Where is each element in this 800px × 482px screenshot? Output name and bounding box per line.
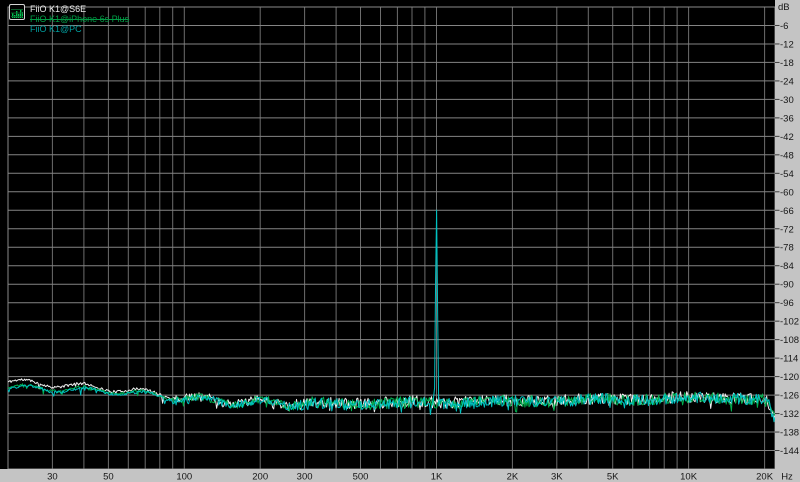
bottom-axis-panel [0, 469, 800, 482]
x-tick-label: 100 [176, 472, 192, 482]
x-tick-label: 3K [551, 472, 563, 482]
y-tick-label: -108 [780, 335, 799, 346]
spectrum-icon [11, 9, 23, 18]
y-tick-label: -84 [780, 261, 794, 272]
y-tick-label: -24 [780, 76, 794, 87]
y-tick-label: -126 [780, 391, 799, 402]
series-curves [7, 209, 775, 423]
x-tick-label: 20K [756, 472, 774, 482]
y-tick-label: -144 [780, 446, 799, 457]
legend: FiiO K1@S6E FiiO K1@iPhone 6s Plus FiiO K1… [9, 4, 129, 34]
y-tick-label: -72 [780, 224, 794, 235]
y-tick-label: -30 [780, 95, 794, 106]
x-tick-label: 30 [47, 472, 58, 482]
y-tick-label: -6 [780, 21, 788, 32]
x-tick-label: 500 [353, 472, 369, 482]
y-tick-label: -132 [780, 409, 799, 420]
y-tick-label: -120 [780, 372, 799, 383]
y-tick-label: -102 [780, 317, 799, 328]
y-tick-label: -48 [780, 150, 794, 161]
legend-items: FiiO K1@S6E FiiO K1@iPhone 6s Plus FiiO K1… [30, 4, 129, 34]
y-tick-label: -18 [780, 58, 794, 69]
x-tick-label: 2K [507, 472, 519, 482]
x-tick-label: 300 [297, 472, 313, 482]
plot-area [0, 0, 775, 469]
y-tick-label: -66 [780, 206, 794, 217]
y-tick-label: -138 [780, 428, 799, 439]
y-tick-label: -54 [780, 169, 794, 180]
spectrum-view-button[interactable] [9, 4, 25, 20]
y-axis-labels: dB -6 -12 -18 -24 -30 -36 -42 -48 -54 -60 -66 -72 -78… [775, 2, 799, 457]
y-tick-label: -90 [780, 280, 794, 291]
y-tick-label: -96 [780, 298, 794, 309]
x-tick-label: 5K [607, 472, 619, 482]
legend-item-1[interactable]: FiiO K1@iPhone 6s Plus [30, 14, 130, 24]
y-tick-label: -60 [780, 187, 794, 198]
x-axis-labels: 30 50 100 200 300 500 1K 2K 3K 5K 10K 20K Hz [47, 472, 793, 482]
x-tick-label: 10K [680, 472, 698, 482]
x-tick-label: 200 [252, 472, 268, 482]
y-tick-label: -12 [780, 39, 794, 50]
x-tick-label: 1K [431, 472, 443, 482]
y-axis-unit: dB [778, 2, 790, 13]
y-tick-label: -42 [780, 132, 794, 143]
y-tick-label: -114 [780, 354, 798, 365]
legend-item-2[interactable]: FiiO K1@PC [30, 24, 82, 34]
y-tick-label: -36 [780, 113, 794, 124]
grid [7, 6, 775, 470]
y-tick-label: -78 [780, 243, 794, 254]
x-axis-unit: Hz [781, 472, 793, 482]
x-tick-label: 50 [103, 472, 114, 482]
right-axis-panel [775, 0, 800, 469]
series-curve-2 [7, 209, 775, 423]
legend-item-0[interactable]: FiiO K1@S6E [30, 4, 87, 14]
